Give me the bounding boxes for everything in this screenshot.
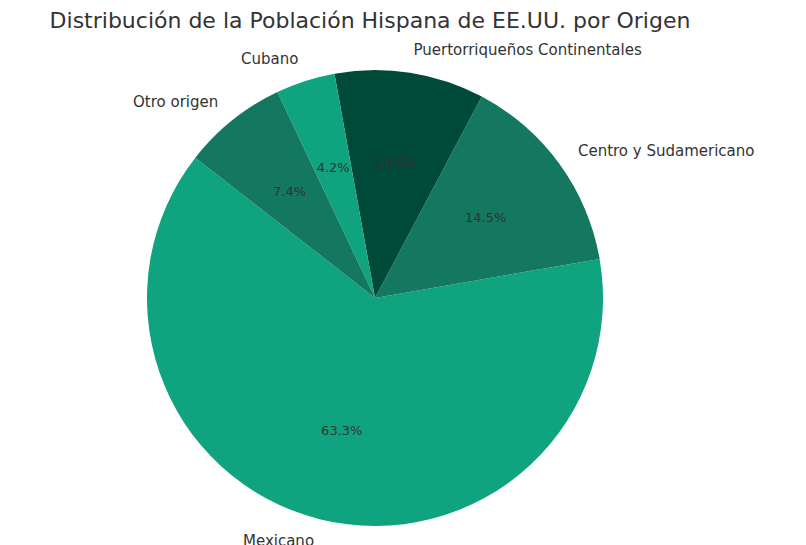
svg-text:Centro y Sudamericano: Centro y Sudamericano — [578, 142, 755, 160]
svg-text:Mexicano: Mexicano — [243, 532, 314, 545]
svg-text:10.6%: 10.6% — [375, 155, 416, 170]
svg-text:4.2%: 4.2% — [317, 160, 350, 175]
svg-text:Puertorriqueños Continentales: Puertorriqueños Continentales — [414, 41, 642, 59]
svg-text:14.5%: 14.5% — [465, 210, 506, 225]
svg-text:63.3%: 63.3% — [321, 423, 362, 438]
svg-text:Cubano: Cubano — [241, 50, 298, 68]
svg-text:7.4%: 7.4% — [273, 184, 306, 199]
html-text:Distribución de la Población H: Distribución de la Población Hispana de … — [49, 8, 691, 33]
svg-text:Otro origen: Otro origen — [133, 93, 218, 111]
